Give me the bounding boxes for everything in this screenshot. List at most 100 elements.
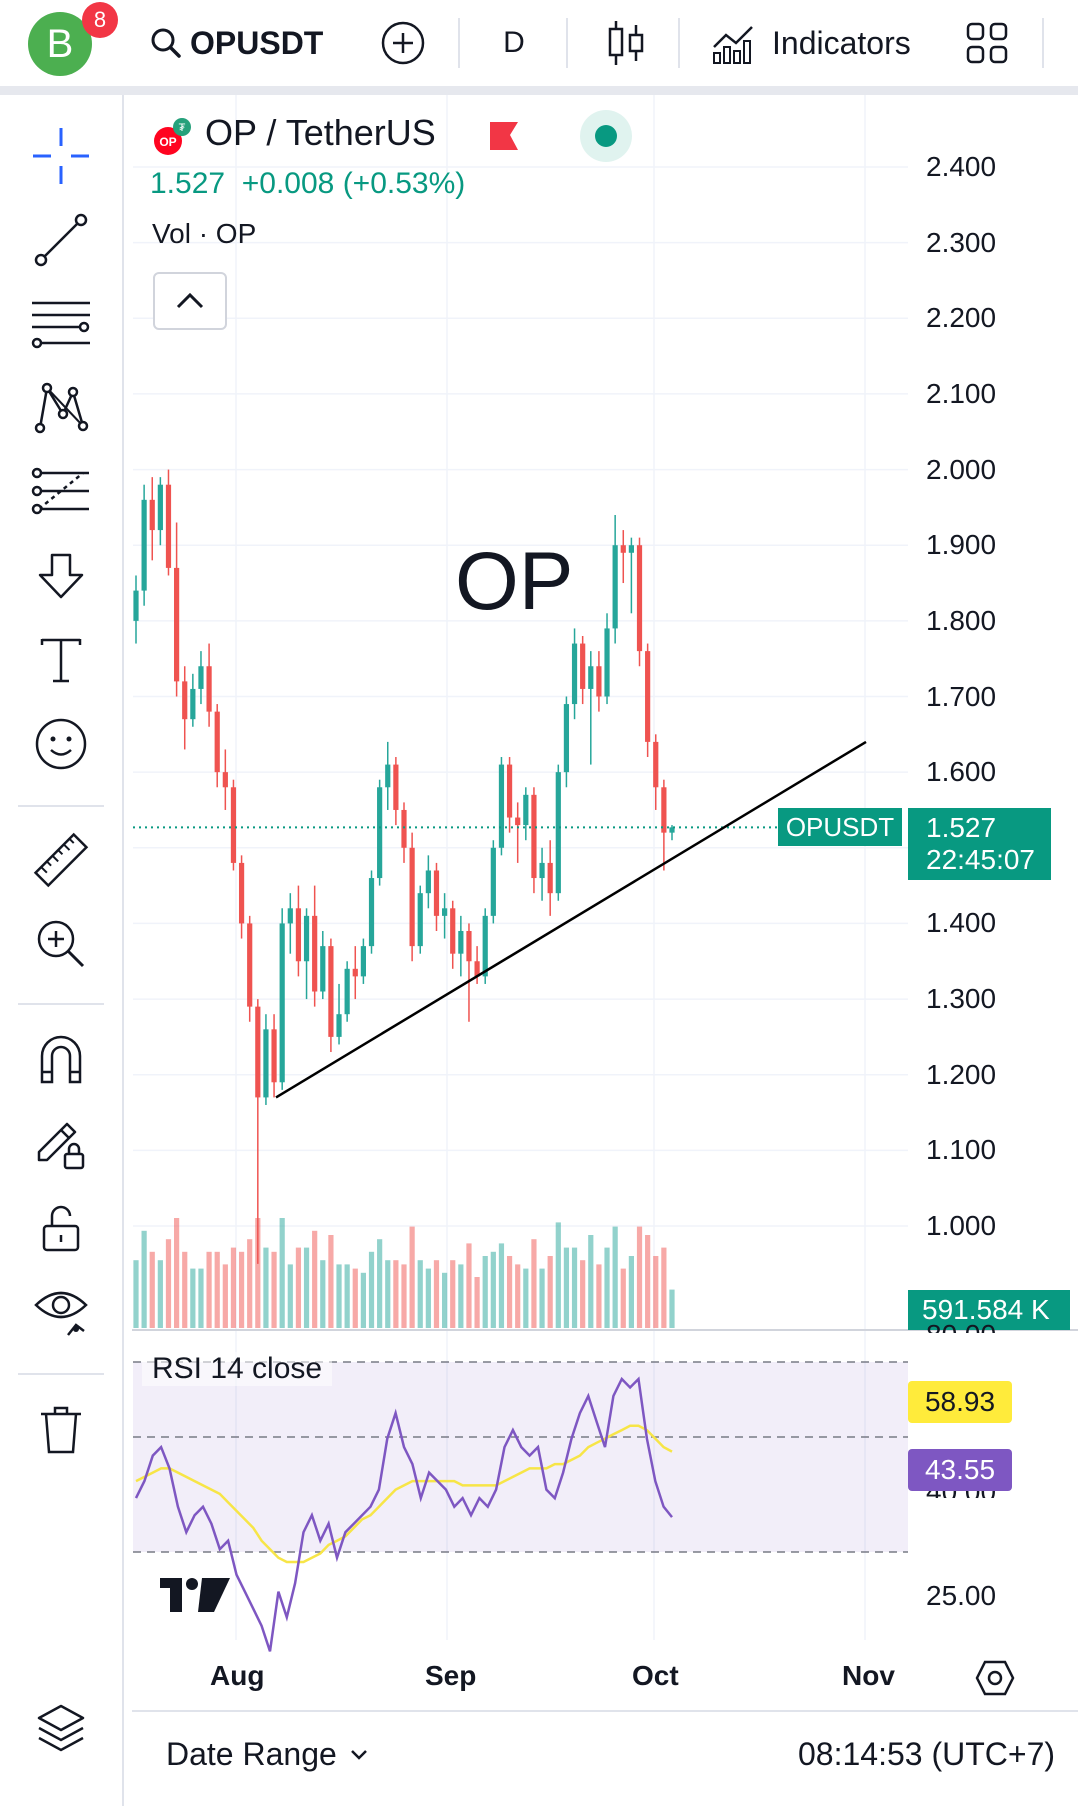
rsi-ma-value-tag: 58.93 [908, 1381, 1012, 1423]
market-open-dot [595, 125, 617, 147]
trend-line-drawing[interactable] [275, 740, 867, 1099]
change-value: +0.008 [241, 167, 335, 200]
layouts-button[interactable] [962, 18, 1012, 68]
price-axis-tick: 1.900 [926, 529, 997, 561]
candle-body [409, 847, 415, 947]
volume-bar [393, 1260, 399, 1328]
volume-bar [303, 1247, 310, 1328]
candle-body [230, 787, 237, 863]
volume-bar [571, 1247, 578, 1328]
magnet-tool[interactable] [26, 1025, 96, 1095]
lock-drawing-tool[interactable] [26, 1109, 96, 1179]
arrow-tool[interactable] [26, 541, 96, 611]
change-percent: (+0.53%) [342, 167, 466, 200]
candle-body [206, 666, 212, 712]
interval-button[interactable]: D [503, 26, 525, 59]
volume-bar [320, 1260, 326, 1328]
price-axis-tick: 1.700 [926, 680, 997, 712]
chart-settings-button[interactable] [975, 1658, 1015, 1703]
candle-body [287, 908, 293, 924]
pattern-tool[interactable] [26, 373, 96, 443]
tradingview-logo[interactable] [158, 1574, 232, 1619]
add-symbol-button[interactable] [376, 18, 430, 68]
symbol-search-button[interactable]: OPUSDT [150, 18, 323, 68]
price-axis-tick: 1.800 [926, 604, 997, 636]
volume-bar [238, 1251, 245, 1328]
trend-line-tool[interactable] [26, 205, 96, 275]
indicators-label: Indicators [772, 24, 911, 61]
pencil-lock-icon [37, 1122, 85, 1170]
date-range-label: Date Range [166, 1736, 337, 1772]
rsi-legend[interactable]: RSI 14 close [142, 1352, 333, 1386]
price-axis-tick: 1.600 [926, 756, 997, 788]
delete-drawings-tool[interactable] [26, 1395, 96, 1465]
candle-body [531, 794, 537, 879]
time-axis-tick: Aug [210, 1660, 265, 1691]
price-change: 1.527 +0.008 (+0.53%) [150, 167, 465, 201]
collapse-legend-button[interactable] [153, 272, 227, 330]
candle-body [214, 711, 220, 773]
volume-bar [312, 1230, 318, 1328]
candle-body [279, 923, 285, 1083]
volume-bar [523, 1268, 529, 1328]
emoji-tool[interactable] [26, 709, 96, 779]
volume-bar [141, 1230, 147, 1328]
flag-icon[interactable] [488, 120, 520, 157]
candle-body [458, 930, 464, 954]
volume-bar [417, 1260, 423, 1328]
timezone-clock[interactable]: 08:14:53 (UTC+7) [798, 1736, 1056, 1772]
volume-bar [255, 1218, 261, 1328]
candle-body [506, 764, 513, 818]
object-tree-button[interactable] [26, 1693, 96, 1763]
trend-line-icon [34, 213, 88, 267]
volume-bar [222, 1264, 228, 1328]
candle-body [636, 545, 643, 652]
volume-bar [498, 1243, 505, 1328]
volume-bar [165, 1239, 172, 1328]
candle-body [182, 681, 188, 720]
volume-bar [190, 1268, 196, 1328]
unlock-tool[interactable] [26, 1193, 96, 1263]
forecast-tool[interactable] [26, 457, 96, 527]
toolbar-divider [678, 18, 680, 68]
candle-body [368, 878, 375, 947]
time-axis-tick: Nov [842, 1660, 895, 1691]
volume-bar [555, 1222, 561, 1328]
ruler-icon [33, 832, 89, 888]
symbol-title[interactable]: OP / TetherUS [205, 112, 436, 153]
market-status-indicator[interactable] [580, 110, 632, 162]
hide-drawings-tool[interactable] [26, 1277, 96, 1347]
volume-legend[interactable]: Vol · OP [152, 218, 257, 249]
date-range-button[interactable]: Date Range [166, 1736, 369, 1773]
avatar[interactable]: B [28, 12, 92, 76]
volume-bar [547, 1256, 553, 1328]
text-tool[interactable] [26, 625, 96, 695]
crosshair-tool[interactable] [26, 121, 96, 191]
layers-icon [37, 1704, 85, 1752]
fib-tool[interactable] [26, 289, 96, 359]
candle-body [263, 1029, 269, 1098]
candle-body [466, 930, 472, 962]
volume-bar [344, 1264, 350, 1328]
eye-icon [34, 1291, 88, 1336]
volume-bar [385, 1260, 391, 1328]
candle-body [377, 787, 383, 879]
volume-bar [174, 1218, 180, 1328]
indicators-button[interactable]: Indicators [712, 18, 922, 68]
pattern-icon [34, 382, 89, 434]
volume-bar [328, 1235, 334, 1328]
price-axis-tick: 2.200 [926, 302, 997, 334]
volume-bar [450, 1260, 456, 1328]
zoom-tool[interactable] [26, 909, 96, 979]
volume-bar [563, 1247, 570, 1328]
drawing-toolbar [0, 95, 124, 1806]
candle-body [498, 764, 505, 848]
candle-body [539, 862, 545, 879]
ruler-tool[interactable] [26, 825, 96, 895]
chart-text-annotation[interactable]: OP [455, 536, 574, 627]
chart-type-button[interactable] [596, 18, 656, 68]
indicators-icon [713, 26, 753, 64]
volume-bar [425, 1268, 431, 1328]
last-price: 1.527 [150, 167, 226, 200]
